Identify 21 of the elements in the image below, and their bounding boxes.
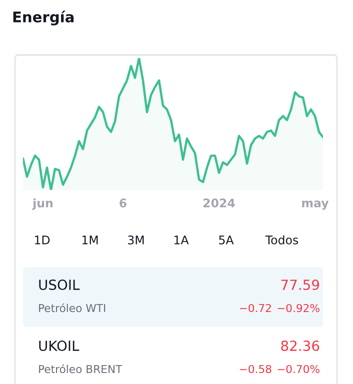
text: Petróleo BRENT: [39, 364, 122, 374]
x-tick-label: 2024: [204, 198, 235, 208]
text: −0.92%: [278, 304, 320, 312]
text: 3M: [128, 235, 144, 244]
text: −0.72: [240, 304, 271, 312]
x-tick-label: may: [302, 200, 329, 210]
text: 1M: [82, 236, 98, 244]
text: Todos: [265, 235, 298, 244]
chart-title: Energía: [13, 10, 74, 26]
text: USOIL: [39, 280, 80, 290]
text: 1A: [174, 236, 189, 244]
text: −0.58: [240, 364, 272, 374]
text: −0.70%: [278, 364, 320, 374]
text: 82.36: [281, 340, 320, 352]
x-tick-label: 6: [120, 198, 126, 208]
x-tick-label: jun: [32, 198, 53, 210]
text: 5A: [219, 236, 234, 244]
text: 77.59: [281, 280, 320, 290]
text: Petróleo WTI: [39, 303, 106, 312]
text: 1D: [34, 236, 50, 244]
text: UKOIL: [39, 340, 80, 352]
